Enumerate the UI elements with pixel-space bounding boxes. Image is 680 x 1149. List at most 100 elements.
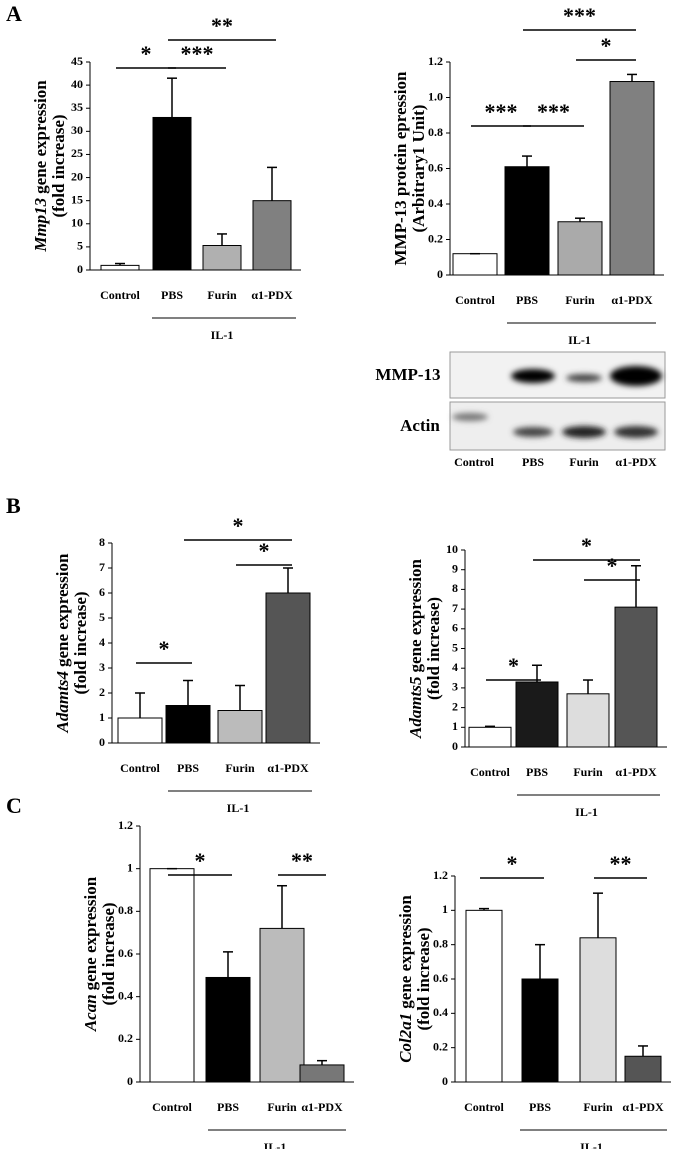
bar [609, 81, 655, 276]
error-bar [627, 73, 637, 82]
significance-label: * [601, 33, 612, 58]
error-bar [479, 907, 489, 911]
y-tick-label: 1.2 [428, 54, 443, 68]
y-axis-label-2: (fold increase) [71, 591, 90, 694]
bar [265, 592, 311, 744]
error-bar [317, 1059, 327, 1065]
bar [259, 927, 305, 1083]
bar [299, 1064, 345, 1083]
bar [217, 710, 263, 744]
y-axis-label-2: (fold increase) [414, 927, 433, 1030]
error-bar [115, 262, 125, 266]
x-tick-label: Control [152, 1100, 192, 1114]
y-axis-label-2: (fold increase) [49, 114, 68, 217]
x-tick-label: Control [470, 765, 510, 779]
panel-letter: A [6, 1, 22, 26]
y-axis-label: Acan gene expression [81, 876, 100, 1032]
y-axis-label: Adamts5 gene expression [406, 559, 425, 739]
significance-label: * [508, 653, 519, 678]
error-bar [535, 943, 545, 979]
blot-lane-label: Furin [569, 455, 599, 469]
error-bar [638, 1045, 648, 1057]
significance-label: ** [211, 13, 233, 38]
y-axis-label-gene: Adamts5 [406, 676, 425, 739]
bar [152, 116, 192, 271]
y-tick-label: 0 [127, 1074, 133, 1088]
x-tick-label: α1-PDX [622, 1100, 664, 1114]
y-axis-label-gene: Acan [81, 994, 100, 1032]
x-tick-label: α1-PDX [251, 288, 293, 302]
y-axis-label-text: gene expression [31, 80, 50, 194]
significance-label: * [195, 848, 206, 873]
bar [452, 253, 498, 276]
y-axis-label-text: gene expression [396, 895, 415, 1009]
y-axis-label-2: (fold increase) [99, 902, 118, 1005]
y-tick-label: 30 [71, 123, 83, 137]
y-tick-label: 40 [71, 77, 83, 91]
x-tick-label: Control [464, 1100, 504, 1114]
y-tick-label: 0.2 [433, 1039, 448, 1053]
y-tick-label: 10 [71, 216, 83, 230]
group-label: IL-1 [580, 1140, 603, 1149]
blot-row-label: Actin [400, 416, 440, 435]
y-tick-label: 1 [442, 902, 448, 916]
error-bar [593, 892, 603, 938]
error-bar [277, 884, 287, 929]
bar [117, 717, 163, 744]
y-tick-label: 0.2 [118, 1031, 133, 1045]
y-tick-label: 0.6 [428, 160, 443, 174]
y-axis-label: MMP-13 protein epression [391, 71, 410, 265]
significance-label: ** [291, 848, 313, 873]
y-tick-label: 8 [99, 535, 105, 549]
y-tick-label: 0.8 [428, 125, 443, 139]
bar [521, 978, 559, 1083]
error-bar [283, 567, 293, 593]
y-tick-label: 0.4 [428, 196, 443, 210]
y-tick-label: 45 [71, 54, 83, 68]
y-tick-label: 0.2 [428, 231, 443, 245]
bar [566, 693, 610, 748]
blot-lane-label: α1-PDX [615, 455, 657, 469]
y-tick-label: 6 [99, 585, 105, 599]
error-bar [167, 77, 177, 118]
significance-label: *** [537, 99, 570, 124]
y-tick-label: 0.4 [118, 988, 133, 1002]
y-tick-label: 20 [71, 169, 83, 183]
error-bar [532, 664, 542, 682]
blot-strip [449, 401, 666, 451]
error-bar [135, 692, 145, 718]
bar [557, 221, 603, 276]
y-tick-label: 0.8 [433, 936, 448, 950]
bar [504, 166, 550, 276]
y-tick-label: 6 [452, 621, 458, 635]
x-tick-label: PBS [161, 288, 183, 302]
y-tick-label: 0 [437, 267, 443, 281]
y-tick-label: 5 [99, 610, 105, 624]
y-axis-label-2: (fold increase) [424, 597, 443, 700]
y-axis-label-gene: Col2a1 [396, 1013, 415, 1063]
y-tick-label: 0.4 [433, 1005, 448, 1019]
error-bar [267, 166, 277, 201]
bar [202, 245, 242, 271]
group-label: IL-1 [227, 801, 250, 815]
y-tick-label: 2 [99, 685, 105, 699]
x-tick-label: Furin [207, 288, 237, 302]
y-axis-label-gene: Mmp13 [31, 197, 50, 252]
panel-letter: C [6, 793, 22, 818]
x-tick-label: Furin [225, 761, 255, 775]
error-bar [217, 233, 227, 246]
x-tick-label: Furin [583, 1100, 613, 1114]
error-bar [235, 684, 245, 711]
x-tick-label: Control [100, 288, 140, 302]
y-tick-label: 1 [99, 710, 105, 724]
y-axis-label-gene: Adamts4 [53, 671, 72, 733]
y-tick-label: 4 [452, 660, 458, 674]
error-bar [485, 725, 495, 728]
x-tick-label: PBS [177, 761, 199, 775]
y-tick-label: 10 [446, 542, 458, 556]
significance-label: * [159, 636, 170, 661]
blot-lane-label: Control [454, 455, 494, 469]
y-axis-label-text: gene expression [81, 876, 100, 990]
significance-label: * [507, 851, 518, 876]
